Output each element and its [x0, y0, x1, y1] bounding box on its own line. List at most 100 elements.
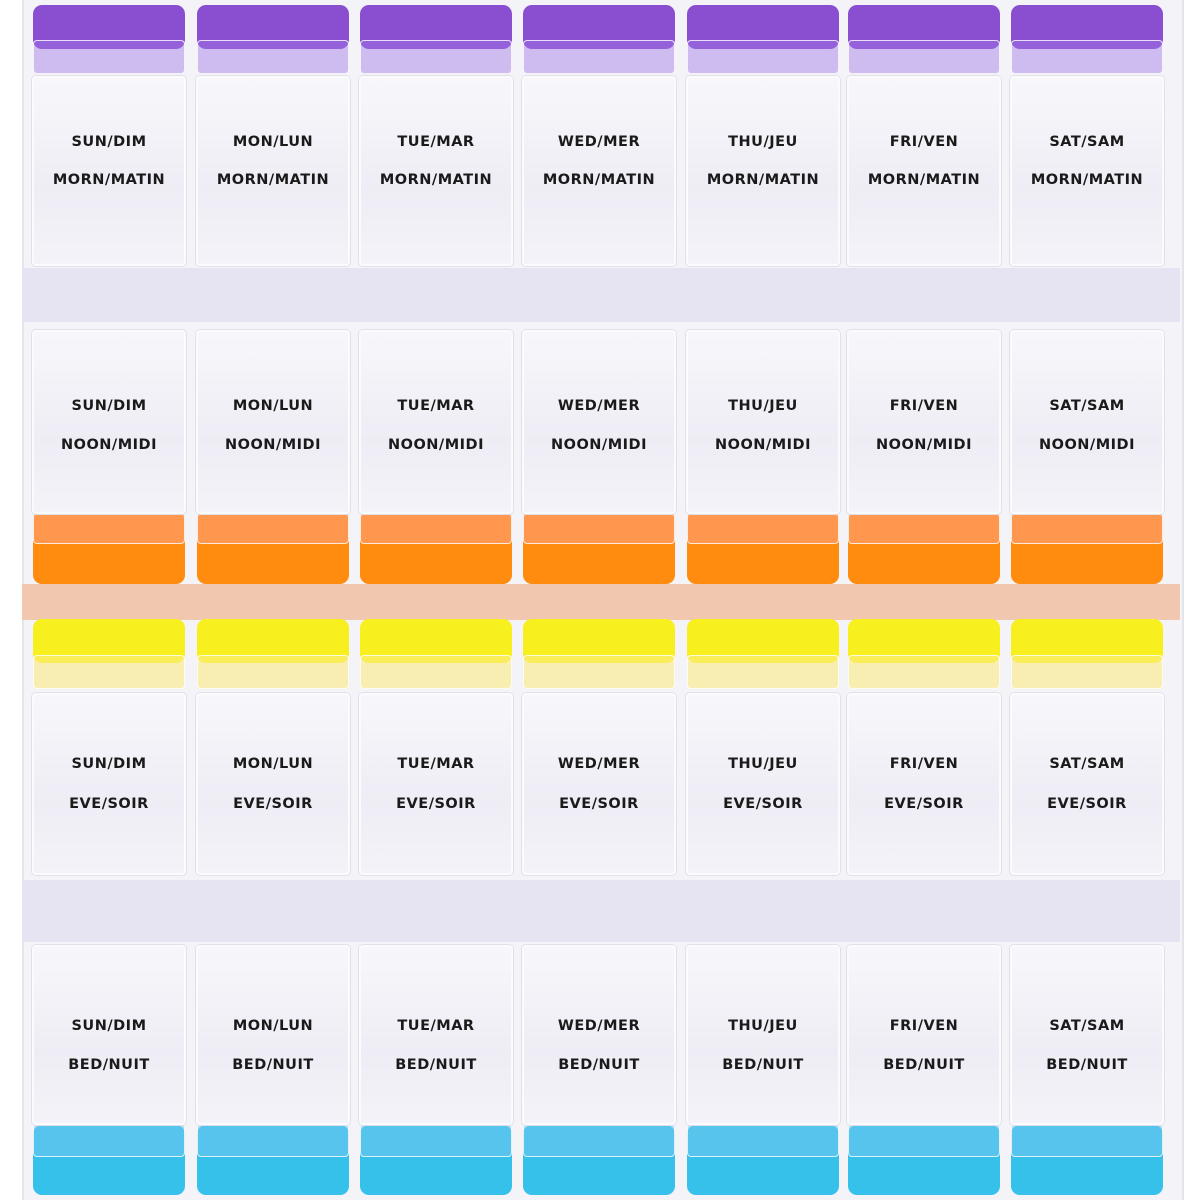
compartment-lid[interactable]: MON/LUN EVE/SOIR — [196, 693, 350, 875]
day-label: TUE/MAR — [397, 398, 475, 414]
compartment-lid[interactable]: THU/JEU MORN/MATIN — [686, 76, 840, 266]
day-label: SUN/DIM — [71, 398, 147, 414]
time-label: MORN/MATIN — [216, 172, 330, 188]
day-label: SAT/SAM — [1049, 398, 1125, 414]
lid-hinge — [33, 40, 185, 74]
compartment-lid[interactable]: SUN/DIM MORN/MATIN — [32, 76, 186, 266]
compartment-lid[interactable]: SUN/DIM NOON/MIDI — [32, 330, 186, 514]
compartment-lid[interactable]: MON/LUN MORN/MATIN — [196, 76, 350, 266]
compartment-lid[interactable]: WED/MER NOON/MIDI — [522, 330, 676, 514]
lid-hinge — [523, 655, 675, 689]
lid-hinge — [848, 1123, 1000, 1157]
day-label: SAT/SAM — [1049, 1018, 1125, 1034]
day-label: TUE/MAR — [397, 134, 475, 150]
time-label: MORN/MATIN — [542, 172, 656, 188]
day-label: TUE/MAR — [397, 1018, 475, 1034]
time-label: BED/NUIT — [68, 1057, 150, 1073]
compartment-lid[interactable]: THU/JEU BED/NUIT — [686, 945, 840, 1125]
day-label: WED/MER — [557, 134, 641, 150]
compartment-tab[interactable] — [33, 5, 185, 49]
lid-hinge — [687, 510, 839, 544]
time-label: EVE/SOIR — [723, 796, 803, 812]
day-label: SUN/DIM — [71, 1018, 147, 1034]
lid-hinge — [360, 1123, 512, 1157]
day-label: THU/JEU — [728, 398, 798, 414]
lid-hinge — [33, 510, 185, 544]
compartment-lid[interactable]: THU/JEU NOON/MIDI — [686, 330, 840, 514]
time-label: BED/NUIT — [883, 1057, 965, 1073]
time-label: NOON/MIDI — [61, 437, 157, 453]
divider-strip — [22, 268, 1180, 322]
lid-hinge — [33, 655, 185, 689]
compartment-lid[interactable]: TUE/MAR EVE/SOIR — [359, 693, 513, 875]
compartment-tab[interactable] — [523, 5, 675, 49]
day-label: SAT/SAM — [1049, 134, 1125, 150]
lid-hinge — [360, 655, 512, 689]
lid-hinge — [523, 40, 675, 74]
day-label: FRI/VEN — [889, 398, 959, 414]
time-label: BED/NUIT — [558, 1057, 640, 1073]
time-label: MORN/MATIN — [706, 172, 820, 188]
day-label: WED/MER — [557, 756, 641, 772]
compartment-lid[interactable]: TUE/MAR MORN/MATIN — [359, 76, 513, 266]
compartment-tab[interactable] — [687, 5, 839, 49]
compartment-tab[interactable] — [360, 5, 512, 49]
day-label: MON/LUN — [232, 134, 314, 150]
time-label: BED/NUIT — [395, 1057, 477, 1073]
day-label: WED/MER — [557, 1018, 641, 1034]
lid-hinge — [848, 510, 1000, 544]
lid-hinge — [687, 1123, 839, 1157]
compartment-lid[interactable]: FRI/VEN NOON/MIDI — [847, 330, 1001, 514]
compartment-lid[interactable]: SAT/SAM MORN/MATIN — [1010, 76, 1164, 266]
lid-hinge — [33, 1123, 185, 1157]
day-label: SUN/DIM — [71, 134, 147, 150]
compartment-lid[interactable]: TUE/MAR NOON/MIDI — [359, 330, 513, 514]
compartment-lid[interactable]: TUE/MAR BED/NUIT — [359, 945, 513, 1125]
divider-strip — [22, 880, 1180, 942]
compartment-lid[interactable]: WED/MER MORN/MATIN — [522, 76, 676, 266]
time-label: NOON/MIDI — [225, 437, 321, 453]
lid-hinge — [523, 510, 675, 544]
compartment-lid[interactable]: SAT/SAM EVE/SOIR — [1010, 693, 1164, 875]
compartment-lid[interactable]: WED/MER EVE/SOIR — [522, 693, 676, 875]
time-label: EVE/SOIR — [884, 796, 964, 812]
time-label: EVE/SOIR — [559, 796, 639, 812]
time-label: BED/NUIT — [232, 1057, 314, 1073]
time-label: NOON/MIDI — [388, 437, 484, 453]
day-label: FRI/VEN — [889, 134, 959, 150]
day-label: SUN/DIM — [71, 756, 147, 772]
compartment-lid[interactable]: FRI/VEN EVE/SOIR — [847, 693, 1001, 875]
lid-hinge — [197, 655, 349, 689]
compartment-lid[interactable]: SUN/DIM EVE/SOIR — [32, 693, 186, 875]
compartment-lid[interactable]: FRI/VEN BED/NUIT — [847, 945, 1001, 1125]
day-label: FRI/VEN — [889, 756, 959, 772]
lid-hinge — [1011, 655, 1163, 689]
time-label: MORN/MATIN — [1030, 172, 1144, 188]
day-label: MON/LUN — [232, 1018, 314, 1034]
time-label: NOON/MIDI — [715, 437, 811, 453]
compartment-lid[interactable]: SAT/SAM BED/NUIT — [1010, 945, 1164, 1125]
lid-hinge — [360, 40, 512, 74]
day-label: THU/JEU — [728, 1018, 798, 1034]
compartment-tab[interactable] — [197, 5, 349, 49]
time-label: BED/NUIT — [1046, 1057, 1128, 1073]
lid-hinge — [523, 1123, 675, 1157]
lid-hinge — [1011, 40, 1163, 74]
compartment-lid[interactable]: MON/LUN NOON/MIDI — [196, 330, 350, 514]
time-label: EVE/SOIR — [396, 796, 476, 812]
compartment-tab[interactable] — [848, 5, 1000, 49]
compartment-lid[interactable]: FRI/VEN MORN/MATIN — [847, 76, 1001, 266]
time-label: EVE/SOIR — [69, 796, 149, 812]
compartment-lid[interactable]: WED/MER BED/NUIT — [522, 945, 676, 1125]
compartment-tab[interactable] — [1011, 5, 1163, 49]
time-label: MORN/MATIN — [52, 172, 166, 188]
compartment-lid[interactable]: MON/LUN BED/NUIT — [196, 945, 350, 1125]
compartment-lid[interactable]: SUN/DIM BED/NUIT — [32, 945, 186, 1125]
compartment-lid[interactable]: THU/JEU EVE/SOIR — [686, 693, 840, 875]
time-label: MORN/MATIN — [379, 172, 493, 188]
day-label: FRI/VEN — [889, 1018, 959, 1034]
time-label: NOON/MIDI — [1039, 437, 1135, 453]
lid-hinge — [687, 655, 839, 689]
compartment-lid[interactable]: SAT/SAM NOON/MIDI — [1010, 330, 1164, 514]
day-label: THU/JEU — [728, 756, 798, 772]
